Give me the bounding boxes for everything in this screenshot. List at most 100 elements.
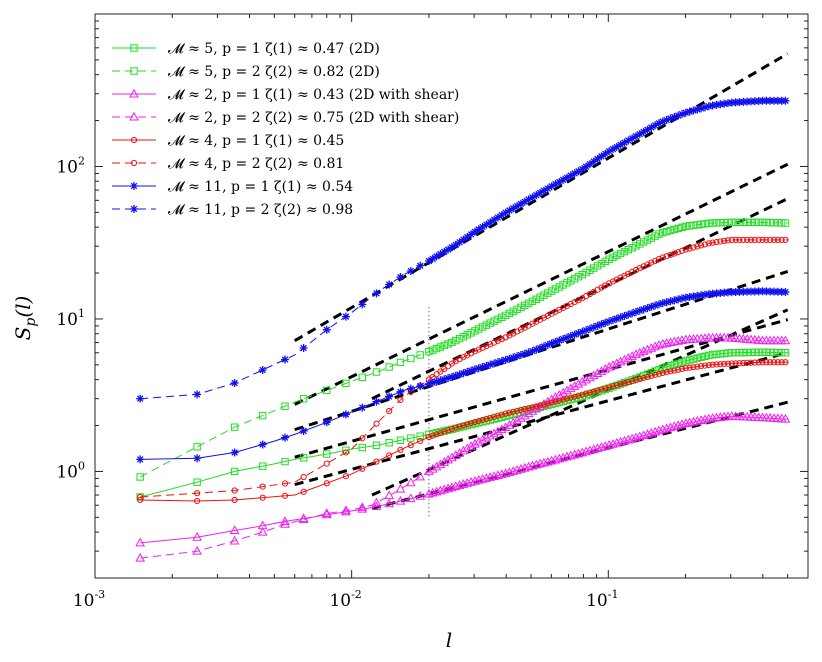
data-point	[486, 218, 495, 227]
legend-marker	[130, 205, 138, 213]
data-point	[552, 398, 559, 405]
data-point	[533, 403, 540, 410]
data-point	[473, 436, 484, 446]
y-tick-label: 101	[56, 307, 85, 330]
data-point	[682, 365, 689, 372]
data-point	[767, 359, 774, 366]
data-point	[407, 442, 414, 449]
data-point	[705, 219, 713, 228]
data-point	[770, 348, 778, 357]
series-3	[135, 411, 791, 547]
data-point	[582, 268, 590, 277]
data-point	[700, 103, 709, 112]
data-point	[477, 434, 488, 444]
series-layer	[135, 96, 791, 562]
data-point	[581, 374, 591, 384]
data-point	[540, 291, 548, 299]
data-point	[747, 348, 755, 357]
data-point	[663, 369, 670, 376]
data-point	[395, 483, 406, 493]
data-point	[628, 134, 637, 143]
data-point	[547, 287, 556, 295]
data-point	[646, 343, 657, 352]
data-point	[782, 236, 789, 243]
data-point	[567, 394, 574, 401]
data-point	[705, 361, 712, 369]
legend-entry-4: 𝓜 ≈ 2, p = 2 ζ(2) ≈ 0.75 (2D with shear)	[112, 110, 459, 126]
data-point	[724, 218, 732, 227]
data-point	[697, 353, 705, 361]
data-point	[406, 266, 415, 275]
data-point	[596, 442, 607, 451]
data-point	[447, 243, 456, 252]
data-point	[471, 327, 479, 335]
y-axis-label-text: Sp(l)	[11, 296, 39, 341]
data-point	[671, 250, 678, 257]
data-point	[634, 347, 645, 357]
data-point	[713, 238, 720, 246]
data-point	[717, 238, 724, 245]
data-point	[696, 415, 706, 424]
data-point	[621, 380, 628, 387]
legend-label: 𝓜 ≈ 4, p = 2 ζ(2) ≈ 0.81	[168, 156, 344, 172]
axes-box	[94, 13, 809, 579]
data-point	[560, 396, 567, 403]
data-point	[385, 439, 393, 447]
fit-line-3	[371, 400, 789, 510]
data-point	[717, 361, 724, 368]
data-point	[578, 327, 587, 336]
data-point	[582, 162, 591, 171]
data-point	[605, 255, 613, 263]
legend-label: 𝓜 ≈ 11, p = 1 ζ(1) ≈ 0.54	[168, 179, 353, 195]
data-point	[694, 243, 701, 250]
data-point	[662, 115, 671, 124]
data-point	[766, 218, 774, 227]
data-point	[770, 219, 778, 227]
data-point	[743, 348, 751, 357]
data-point	[528, 193, 537, 202]
data-point	[701, 220, 709, 228]
data-point	[459, 333, 468, 341]
data-point	[258, 411, 267, 420]
data-point	[417, 437, 424, 445]
data-point	[479, 416, 486, 424]
legend-label: 𝓜 ≈ 5, p = 2 ζ(2) ≈ 0.82 (2D)	[168, 64, 380, 80]
data-point	[516, 199, 525, 208]
data-point	[135, 537, 146, 547]
data-point	[639, 127, 648, 136]
data-point	[551, 180, 560, 189]
data-point	[470, 475, 480, 485]
data-point	[678, 358, 686, 366]
data-point	[634, 431, 645, 441]
data-point	[373, 420, 380, 427]
legend-label: 𝓜 ≈ 5, p = 1 ζ(1) ≈ 0.47 (2D)	[168, 41, 380, 57]
data-point	[432, 344, 441, 353]
data-point	[459, 235, 468, 244]
data-point	[342, 449, 350, 456]
data-point	[601, 149, 610, 158]
data-point	[565, 450, 576, 460]
data-point	[513, 202, 522, 211]
legend-label: 𝓜 ≈ 11, p = 2 ζ(2) ≈ 0.98	[168, 202, 353, 218]
data-point	[701, 362, 709, 369]
data-point	[500, 468, 511, 478]
data-point	[571, 393, 578, 400]
data-point	[639, 371, 648, 380]
data-point	[490, 415, 498, 423]
data-point	[662, 363, 671, 371]
legend-marker	[130, 136, 138, 144]
data-point	[562, 333, 571, 342]
data-point	[257, 526, 268, 536]
data-point	[396, 273, 405, 282]
data-point	[659, 364, 667, 372]
data-point	[428, 254, 437, 263]
data-point	[721, 360, 728, 368]
data-point	[532, 191, 541, 200]
data-point	[694, 363, 701, 370]
data-point	[675, 249, 682, 256]
data-point	[658, 299, 667, 308]
data-point	[474, 364, 483, 373]
data-point	[770, 236, 778, 243]
y-tick-exponent: 1	[78, 307, 85, 320]
